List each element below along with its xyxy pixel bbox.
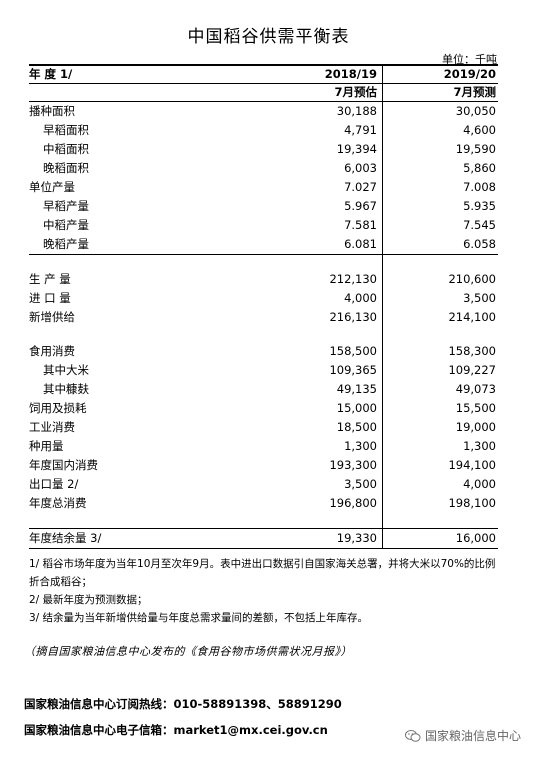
table-row: 早稻面积 4,791 4,600 [29,121,498,140]
table-subheader-row: 7月预估 7月预测 [29,83,498,102]
wechat-icon [404,729,421,743]
footnotes: 1/ 稻谷市场年度为当年10月至次年9月。表中进出口数据引自国家海关总署，并将大… [29,555,501,627]
table-spacer [29,513,498,529]
footnote-1: 1/ 稻谷市场年度为当年10月至次年9月。表中进出口数据引自国家海关总署，并将大… [29,558,496,588]
table-row: 早稻产量 5.967 5.935 [29,197,498,216]
table-row: 工业消费 18,500 19,000 [29,418,498,437]
hotline-number: 010-58891398、58891290 [173,697,342,711]
table-row: 其中糠麸 49,135 49,073 [29,380,498,399]
footnote-2: 2/ 最新年度为预测数据； [29,594,148,606]
table-row: 年度国内消费 193,300 194,100 [29,456,498,475]
table-row: 中稻面积 19,394 19,590 [29,140,498,159]
table-title: 中国稻谷供需平衡表 [187,27,350,47]
email-address[interactable]: market1@mx.cei.gov.cn [173,723,328,737]
table-row: 新增供给 216,130 214,100 [29,308,498,327]
footnote-3: 3/ 结余量为当年新增供给量与年度总需求量间的差额，不包括上年库存。 [29,612,369,624]
watermark-text: 国家粮油信息中心 [424,729,521,743]
email-label: 国家粮油信息中心电子信箱： [24,723,174,737]
table-spacer [29,254,498,270]
table-row: 生 产 量 212,130 210,600 [29,270,498,289]
wechat-watermark: 国家粮油信息中心 [404,727,521,744]
table-row: 种用量 1,300 1,300 [29,437,498,456]
table-row: 播种面积 30,188 30,050 [29,101,498,121]
table-row: 其中大米 109,365 109,227 [29,361,498,380]
table-row: 进 口 量 4,000 3,500 [29,289,498,308]
subscription-hotline: 国家粮油信息中心订阅热线：010-58891398、58891290 [24,696,342,712]
header-col1: 2018/19 [209,64,383,84]
table-row: 中稻产量 7.581 7.545 [29,216,498,235]
table-header-row: 年 度 1/ 2018/19 2019/20 [29,64,498,84]
table-row: 饲用及损耗 15,000 15,500 [29,399,498,418]
header-label: 年 度 1/ [29,64,209,84]
header-col2: 2019/20 [382,64,498,84]
hotline-label: 国家粮油信息中心订阅热线： [24,697,174,711]
subheader-col1: 7月预估 [209,83,383,102]
table-row: 晚稻产量 6.081 6.058 [29,235,498,255]
table-spacer [29,327,498,342]
subheader-col2: 7月预测 [382,83,498,102]
table-row: 年度总消费 196,800 198,100 [29,494,498,513]
table-row: 单位产量 7.027 7.008 [29,178,498,197]
table-row: 食用消费 158,500 158,300 [29,342,498,361]
table-row: 出口量 2/ 3,500 4,000 [29,475,498,494]
table-row: 晚稻面积 6,003 5,860 [29,159,498,178]
source-note: （摘自国家粮油信息中心发布的《食用谷物市场供需状况月报》） [24,645,352,658]
contact-email: 国家粮油信息中心电子信箱：market1@mx.cei.gov.cn [24,722,328,738]
unit-label: 单位：千吨 [442,53,497,66]
table-row-ending-stocks: 年度结余量 3/ 19,330 16,000 [29,528,498,549]
supply-demand-table: 年 度 1/ 2018/19 2019/20 7月预估 7月预测 播种面积 30… [29,64,498,549]
